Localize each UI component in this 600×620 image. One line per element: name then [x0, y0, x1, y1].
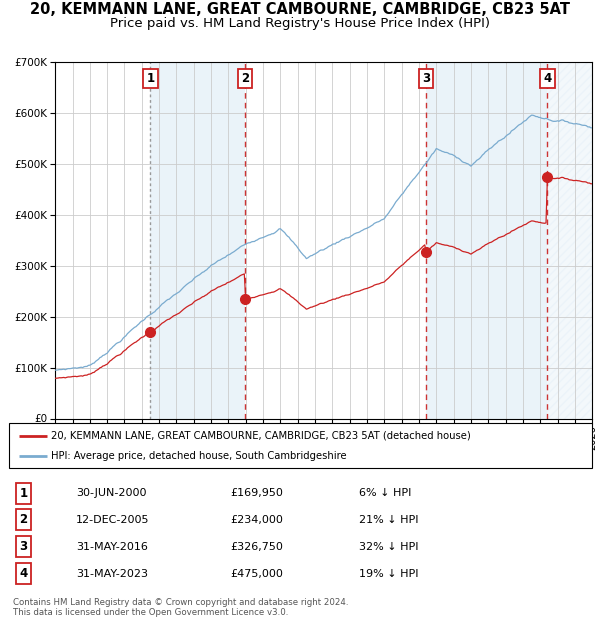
Bar [426, 62, 547, 419]
Text: 4: 4 [19, 567, 28, 580]
FancyBboxPatch shape [9, 423, 592, 468]
Text: 6% ↓ HPI: 6% ↓ HPI [359, 489, 411, 498]
Text: 1: 1 [20, 487, 28, 500]
Text: HPI: Average price, detached house, South Cambridgeshire: HPI: Average price, detached house, Sout… [51, 451, 347, 461]
Text: 31-MAY-2023: 31-MAY-2023 [76, 569, 148, 578]
Text: 12-DEC-2005: 12-DEC-2005 [76, 515, 149, 525]
Text: Contains HM Land Registry data © Crown copyright and database right 2024.: Contains HM Land Registry data © Crown c… [13, 598, 349, 607]
Text: £234,000: £234,000 [230, 515, 283, 525]
Text: 2: 2 [241, 72, 249, 85]
Text: 32% ↓ HPI: 32% ↓ HPI [359, 542, 418, 552]
Text: 1: 1 [146, 72, 155, 85]
Text: £169,950: £169,950 [230, 489, 283, 498]
Text: £475,000: £475,000 [230, 569, 283, 578]
Text: This data is licensed under the Open Government Licence v3.0.: This data is licensed under the Open Gov… [13, 608, 289, 617]
Text: £326,750: £326,750 [230, 542, 283, 552]
Text: 3: 3 [20, 540, 28, 553]
Text: 30-JUN-2000: 30-JUN-2000 [76, 489, 146, 498]
Text: 21% ↓ HPI: 21% ↓ HPI [359, 515, 418, 525]
Text: Price paid vs. HM Land Registry's House Price Index (HPI): Price paid vs. HM Land Registry's House … [110, 17, 490, 30]
Text: 4: 4 [543, 72, 551, 85]
Text: 20, KEMMANN LANE, GREAT CAMBOURNE, CAMBRIDGE, CB23 5AT: 20, KEMMANN LANE, GREAT CAMBOURNE, CAMBR… [30, 2, 570, 17]
Text: 20, KEMMANN LANE, GREAT CAMBOURNE, CAMBRIDGE, CB23 5AT (detached house): 20, KEMMANN LANE, GREAT CAMBOURNE, CAMBR… [51, 430, 471, 441]
Text: 2: 2 [20, 513, 28, 526]
Bar [151, 62, 245, 419]
Bar [547, 62, 600, 419]
Text: 31-MAY-2016: 31-MAY-2016 [76, 542, 148, 552]
Text: 3: 3 [422, 72, 430, 85]
Text: 19% ↓ HPI: 19% ↓ HPI [359, 569, 418, 578]
